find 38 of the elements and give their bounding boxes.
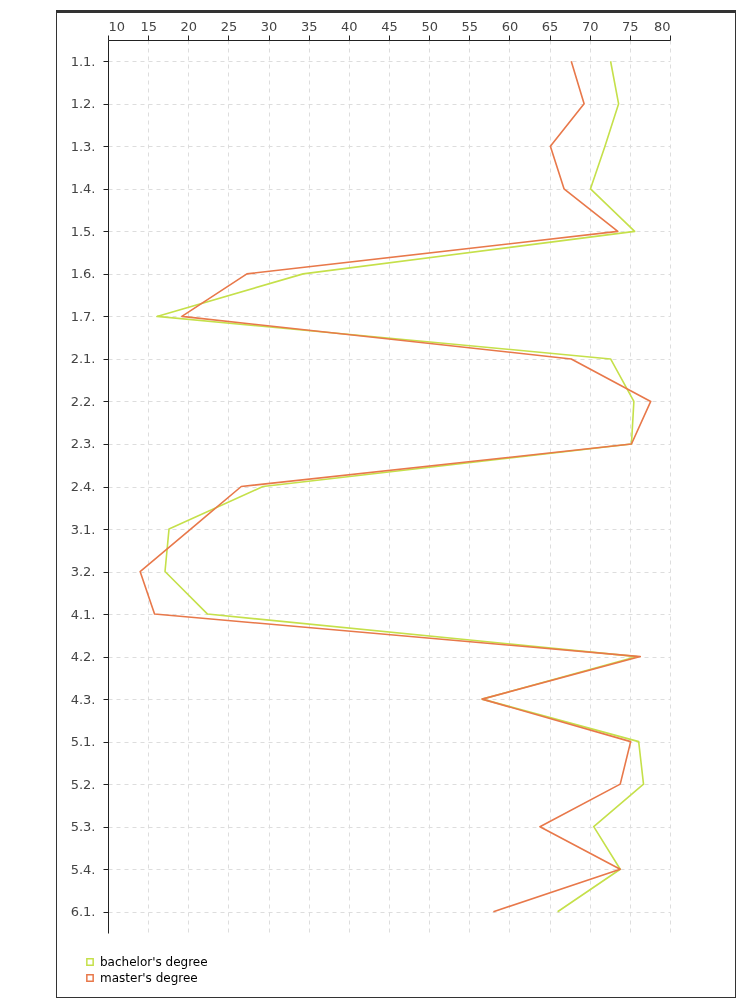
- y-tick-label: 2.1.: [70, 351, 96, 367]
- y-tick-label: 1.3.: [70, 138, 96, 154]
- x-tick-label: 55: [461, 18, 479, 34]
- y-tick-label: 1.6.: [70, 266, 96, 282]
- y-tick-label: 2.2.: [70, 393, 96, 409]
- y-tick-label: 6.1.: [70, 904, 96, 920]
- y-tick-label: 5.4.: [70, 861, 96, 877]
- x-tick-label: 25: [220, 18, 238, 34]
- legend-label: master's degree: [100, 971, 198, 985]
- x-tick-label: 15: [140, 18, 157, 34]
- x-tick-label: 40: [341, 18, 358, 34]
- y-tick-label: 3.1.: [70, 521, 96, 537]
- x-tick-label: 70: [581, 18, 599, 34]
- y-tick-label: 4.3.: [70, 691, 96, 707]
- y-tick-label: 4.1.: [70, 606, 96, 622]
- y-tick-label: 5.1.: [70, 734, 96, 750]
- y-tick-label: 1.4.: [70, 181, 96, 197]
- x-tick-label: 30: [260, 18, 278, 34]
- x-tick-label: 35: [300, 18, 318, 34]
- x-tick-label: 10: [108, 18, 126, 34]
- x-tick-label: 75: [622, 18, 639, 34]
- x-tick-label: 20: [180, 18, 198, 34]
- y-tick-label: 4.2.: [70, 649, 96, 665]
- x-tick-label: 50: [421, 18, 438, 34]
- y-tick-label: 1.1.: [70, 53, 96, 69]
- y-tick-label: 1.5.: [70, 223, 96, 239]
- x-tick-label: 65: [541, 18, 559, 34]
- y-tick-label: 2.4.: [70, 479, 96, 494]
- y-tick-label: 1.7.: [70, 308, 96, 324]
- legend-label: bachelor's degree: [100, 955, 208, 969]
- x-tick-label: 60: [501, 18, 519, 34]
- y-tick-label: 5.2.: [70, 776, 96, 792]
- y-tick-label: 5.3.: [70, 819, 96, 835]
- y-tick-label: 2.3.: [70, 436, 96, 452]
- x-tick-label: 45: [381, 18, 398, 34]
- x-tick-label: 80: [653, 18, 671, 34]
- y-tick-label: 3.2.: [70, 564, 96, 580]
- y-tick-label: 1.2.: [70, 96, 96, 112]
